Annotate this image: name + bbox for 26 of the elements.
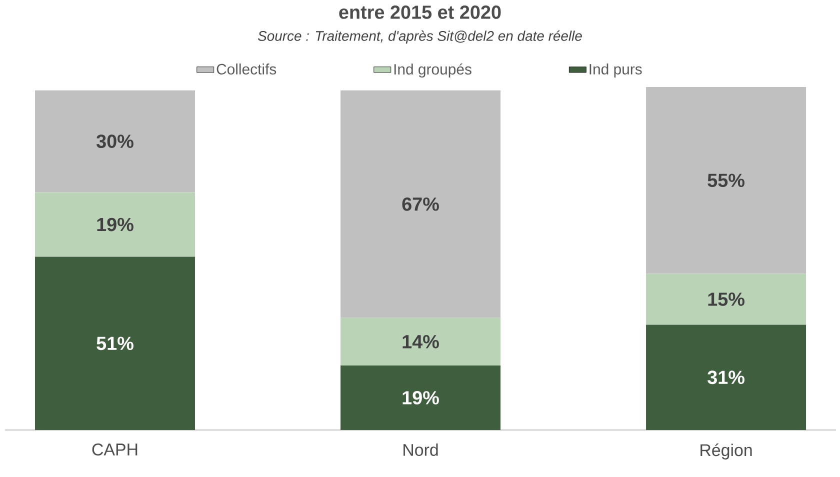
bar	[340, 318, 501, 366]
data-label: 19%	[97, 218, 134, 232]
data-label: 67%	[402, 197, 439, 211]
legend-label: Ind groupés	[394, 63, 472, 78]
bar	[646, 86, 806, 274]
data-label: 51%	[96, 336, 134, 350]
data-label: 19%	[402, 391, 439, 404]
legend-label: Ind purs	[590, 64, 642, 78]
legend-label: Collectifs	[216, 64, 276, 74]
bar	[34, 256, 195, 430]
x-tick-label: Nord	[404, 444, 438, 456]
x-tick-label: CAPH	[92, 444, 138, 456]
bar	[340, 365, 501, 430]
chart-title: entre 2015 et 2020	[339, 6, 501, 19]
data-label: 15%	[708, 292, 744, 306]
data-label: 55%	[708, 174, 744, 188]
bar	[34, 90, 195, 192]
x-tick-label: Région	[700, 444, 752, 460]
data-label: 31%	[708, 370, 744, 384]
data-label: 14%	[402, 335, 439, 348]
chart-subtitle: Source : Traitement, d'après Sit@del2 en date réelle	[258, 30, 582, 44]
data-label: 30%	[96, 134, 134, 148]
bar	[646, 324, 806, 430]
bar	[646, 274, 806, 325]
bar	[34, 192, 195, 257]
bar	[340, 90, 501, 318]
